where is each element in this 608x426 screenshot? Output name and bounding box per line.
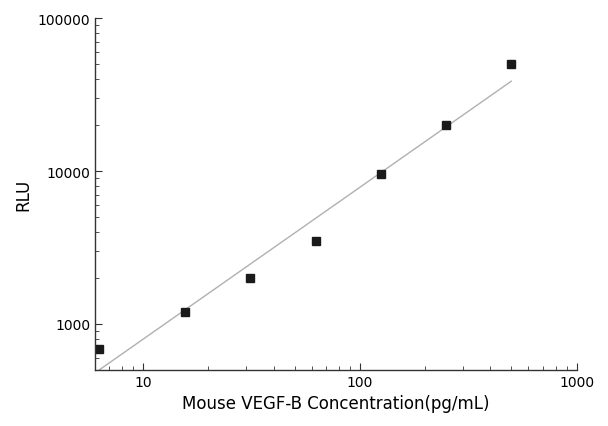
X-axis label: Mouse VEGF-B Concentration(pg/mL): Mouse VEGF-B Concentration(pg/mL)	[182, 394, 489, 412]
Y-axis label: RLU: RLU	[14, 178, 32, 211]
